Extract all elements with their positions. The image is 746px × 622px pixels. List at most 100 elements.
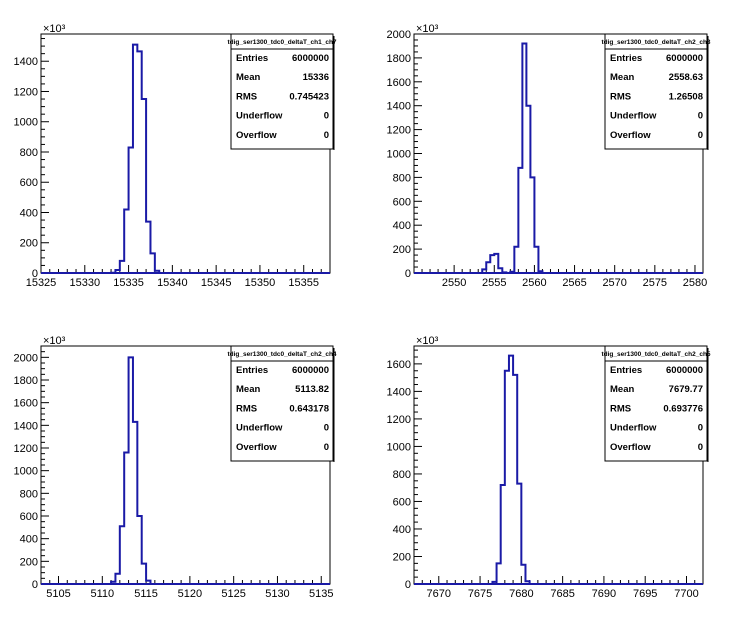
- x-tick-label: 5105: [46, 588, 70, 600]
- stats-label: Overflow: [236, 130, 277, 141]
- stats-value: 0.745423: [289, 91, 329, 102]
- histogram-pad-1: 0 200 400 600 800 1000 1200 1400 15325 15330 15335…: [14, 23, 337, 289]
- x-tick-label: 2580: [683, 277, 707, 289]
- stats-value: 1.26508: [669, 91, 703, 102]
- stats-label: Mean: [236, 72, 260, 83]
- stats-value: 6000000: [292, 53, 329, 64]
- stats-value: 0: [324, 111, 329, 122]
- y-tick-label: 600: [393, 496, 411, 508]
- y-tick-label: 800: [393, 469, 411, 481]
- stats-label: Underflow: [236, 111, 283, 122]
- y-tick-label: 200: [393, 551, 411, 563]
- y-tick-label: 0: [405, 268, 411, 280]
- stats-label: Overflow: [610, 442, 651, 453]
- y-tick-label: 400: [20, 534, 38, 546]
- y-tick-label: 600: [20, 511, 38, 523]
- stats-value: 0: [698, 111, 703, 122]
- stats-value: 0: [324, 130, 329, 141]
- y-tick-label: 1400: [14, 56, 38, 68]
- y-tick-label: 600: [20, 177, 38, 189]
- y-tick-label: 1600: [14, 398, 38, 410]
- stats-label: Mean: [236, 384, 260, 395]
- y-exponent-label: ×10³: [43, 23, 66, 35]
- y-tick-label: 800: [393, 172, 411, 184]
- stats-box: [230, 33, 334, 150]
- stats-title: tdig_ser1300_tdc0_deltaT_ch2_ch3: [601, 39, 710, 46]
- stats-value: 6000000: [292, 365, 329, 376]
- stats-title: tdig_ser1300_tdc0_deltaT_ch2_ch5: [601, 351, 710, 358]
- y-tick-label: 0: [32, 268, 38, 280]
- stats-label: Entries: [610, 365, 642, 376]
- stats-title: tdig_ser1300_tdc0_deltaT_ch2_ch4: [227, 351, 336, 358]
- histogram-pad-4: 0 200 400 600 800 1000 1200 1400 1600 7670 7675 768…: [387, 335, 711, 600]
- stats-value: 5113.82: [295, 384, 329, 395]
- y-tick-label: 1200: [14, 86, 38, 98]
- stats-box: [230, 345, 334, 462]
- y-tick-label: 0: [405, 579, 411, 591]
- x-tick-label: 2565: [562, 277, 586, 289]
- x-tick-label: 15335: [113, 277, 144, 289]
- y-tick-label: 1600: [387, 77, 411, 89]
- y-tick-label: 1400: [14, 420, 38, 432]
- x-tick-label: 7680: [509, 588, 533, 600]
- y-tick-label: 1200: [387, 414, 411, 426]
- stats-value: 6000000: [666, 365, 703, 376]
- stats-label: Entries: [236, 53, 268, 64]
- stats-box: [604, 33, 708, 150]
- x-tick-label: 7700: [674, 588, 698, 600]
- histogram-bin: [509, 356, 513, 584]
- y-tick-label: 2000: [14, 352, 38, 364]
- x-tick-label: 7670: [427, 588, 451, 600]
- x-tick-label: 5125: [221, 588, 245, 600]
- y-tick-label: 200: [20, 238, 38, 250]
- y-tick-label: 1000: [387, 149, 411, 161]
- stats-value: 0: [324, 423, 329, 434]
- stats-value: 15336: [303, 72, 329, 83]
- y-tick-label: 0: [32, 579, 38, 591]
- stats-value: 2558.63: [669, 72, 703, 83]
- stats-label: Overflow: [236, 442, 277, 453]
- x-tick-label: 7685: [550, 588, 574, 600]
- stats-value: 0: [324, 442, 329, 453]
- stats-label: Underflow: [236, 423, 283, 434]
- histogram-pad-2: 0 200 400 600 800 1000 1200 1400 1600 1800 2000 255…: [387, 23, 711, 289]
- stats-label: RMS: [610, 91, 631, 102]
- y-exponent-label: ×10³: [43, 335, 66, 347]
- histogram-pad-3: 0 200 400 600 800 1000 1200 1400 1600 1800 2000 510…: [14, 335, 337, 600]
- stats-value: 0.643178: [289, 403, 329, 414]
- x-tick-label: 2555: [482, 277, 506, 289]
- stats-label: Entries: [236, 365, 268, 376]
- x-tick-label: 15340: [157, 277, 188, 289]
- x-tick-label: 5130: [265, 588, 289, 600]
- x-tick-label: 15330: [69, 277, 100, 289]
- stats-label: Underflow: [610, 111, 657, 122]
- y-tick-label: 600: [393, 196, 411, 208]
- y-exponent-label: ×10³: [416, 335, 439, 347]
- stats-box: [604, 345, 708, 462]
- y-tick-label: 1400: [387, 101, 411, 113]
- y-tick-label: 800: [20, 147, 38, 159]
- stats-value: 0: [698, 130, 703, 141]
- x-tick-label: 2550: [442, 277, 466, 289]
- stats-value: 0: [698, 442, 703, 453]
- stats-value: 7679.77: [669, 384, 703, 395]
- x-tick-label: 15355: [288, 277, 319, 289]
- histogram-outline: [481, 42, 544, 274]
- x-tick-label: 15350: [245, 277, 276, 289]
- stats-label: RMS: [610, 403, 631, 414]
- histogram-outline: [110, 43, 161, 274]
- x-tick-label: 5115: [134, 588, 158, 600]
- stats-title: tdig_ser1300_tdc0_deltaT_ch1_ch7: [227, 39, 336, 46]
- x-tick-label: 5120: [178, 588, 202, 600]
- stats-value: 0.693776: [663, 403, 703, 414]
- x-tick-label: 2560: [522, 277, 546, 289]
- stats-value: 6000000: [666, 53, 703, 64]
- stats-label: Entries: [610, 53, 642, 64]
- x-tick-label: 7690: [592, 588, 616, 600]
- y-tick-label: 200: [393, 244, 411, 256]
- y-tick-label: 1400: [387, 386, 411, 398]
- y-tick-label: 1000: [14, 466, 38, 478]
- y-tick-label: 400: [20, 207, 38, 219]
- y-tick-label: 2000: [387, 29, 411, 41]
